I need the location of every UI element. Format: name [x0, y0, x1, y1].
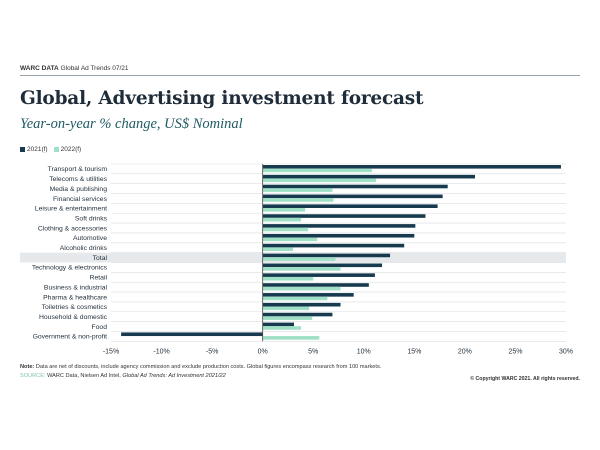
legend-item-2021: 2021(f)	[20, 146, 48, 153]
category-label: Financial services	[53, 196, 108, 203]
bar-2022-13	[262, 296, 328, 301]
bar-2021-5	[262, 214, 426, 218]
category-label: Soft drinks	[75, 215, 108, 222]
x-tick-label: -5%	[206, 348, 218, 355]
x-tick-label: -10%	[153, 348, 169, 355]
x-tick-label: -15%	[103, 348, 119, 355]
x-tick-label: 20%	[458, 348, 472, 355]
bar-2021-6	[262, 224, 416, 228]
bar-2022-10	[262, 267, 341, 271]
bar-2022-12	[262, 286, 341, 291]
bar-2021-14	[262, 302, 341, 307]
source-label: SOURCE:	[20, 373, 46, 379]
bar-2022-9	[262, 257, 336, 261]
x-tick-label: 0%	[258, 348, 268, 355]
brand-label: WARC DATA	[20, 65, 59, 72]
category-label: Household & domestic	[39, 314, 108, 321]
header-divider	[20, 75, 580, 76]
category-label: Business & industrial	[44, 284, 108, 291]
bar-2022-16	[262, 326, 302, 330]
category-label: Media & publishing	[50, 186, 108, 193]
source-text: WARC Data, Nielsen Ad Intel,	[47, 373, 121, 379]
category-label: Toiletries & cosmetics	[42, 304, 108, 311]
x-tick-label: 5%	[308, 348, 318, 355]
category-label: Alcoholic drinks	[60, 245, 108, 252]
category-label: Pharma & healthcare	[43, 294, 107, 301]
category-label: Transport & tourism	[48, 166, 108, 173]
footnote: Note: Data are net of discounts, include…	[20, 364, 381, 370]
bar-2021-9	[262, 253, 391, 258]
bar-2022-7	[262, 237, 318, 242]
chart-title: Global, Advertising investment forecast	[20, 88, 424, 109]
bar-2022-14	[262, 306, 310, 311]
bar-2022-11	[262, 276, 314, 281]
bar-2021-15	[262, 312, 333, 317]
bar-2021-11	[262, 273, 375, 277]
bar-2021-2	[262, 184, 448, 189]
bar-2022-15	[262, 316, 313, 320]
legend-swatch-2022	[53, 147, 59, 152]
copyright: © Copyright WARC 2021. All rights reserv…	[470, 376, 580, 382]
legend-label-2021: 2021(f)	[27, 146, 48, 153]
bar-2022-6	[262, 227, 309, 232]
legend: 2021(f) 2022(f)	[20, 146, 81, 153]
bar-2022-8	[262, 247, 293, 251]
x-tick-label: 30%	[559, 348, 573, 355]
legend-swatch-2021	[20, 147, 25, 152]
bar-2021-16	[262, 322, 295, 327]
chart-subtitle: Year-on-year % change, US$ Nominal	[20, 116, 243, 132]
bar-2021-8	[262, 243, 405, 248]
category-label: Technology & electronics	[32, 265, 108, 272]
bar-2021-4	[262, 204, 438, 208]
bar-2021-7	[262, 233, 415, 238]
bar-chart: Transport & tourism Telecoms & utilities M…	[20, 163, 573, 355]
legend-item-2022: 2022(f)	[53, 146, 82, 153]
bar-2022-4	[262, 208, 306, 212]
category-label: Food	[92, 324, 108, 331]
bar-2022-17	[262, 336, 320, 340]
category-label: Total	[93, 255, 108, 262]
bar-2021-10	[262, 263, 382, 268]
x-tick-label: 15%	[407, 348, 421, 355]
x-tick-label: 25%	[508, 348, 522, 355]
bar-2021-17	[121, 332, 263, 337]
category-label: Government & non-profit	[33, 334, 108, 341]
x-tick-label: 10%	[357, 348, 371, 355]
legend-label-2022: 2022(f)	[60, 146, 82, 153]
note-label: Note:	[20, 364, 35, 370]
category-label: Clothing & accessories	[38, 225, 108, 232]
series-label: Global Ad Trends 07/21	[60, 65, 129, 72]
bar-2022-0	[262, 168, 372, 173]
category-label: Telecoms & utilities	[49, 176, 107, 183]
category-label: Automotive	[73, 235, 107, 242]
bar-2021-1	[262, 174, 475, 179]
bar-2021-3	[262, 194, 443, 199]
bar-2022-2	[262, 188, 333, 192]
bar-2021-12	[262, 283, 369, 287]
category-label: Leisure & entertainment	[35, 206, 107, 213]
source-publication: Global Ad Trends: Ad Investment 2021/22	[122, 373, 226, 379]
bar-2022-5	[262, 217, 302, 222]
source-line: SOURCE: WARC Data, Nielsen Ad Intel, Glo…	[20, 373, 226, 379]
category-label: Retail	[90, 275, 108, 282]
note-text: Data are net of discounts, include agenc…	[35, 364, 382, 370]
bar-2022-1	[262, 178, 376, 183]
bar-2021-13	[262, 293, 354, 297]
report-header: WARC DATA Global Ad Trends 07/21	[20, 65, 129, 72]
bar-2021-0	[262, 165, 561, 169]
bar-2022-3	[262, 198, 334, 202]
